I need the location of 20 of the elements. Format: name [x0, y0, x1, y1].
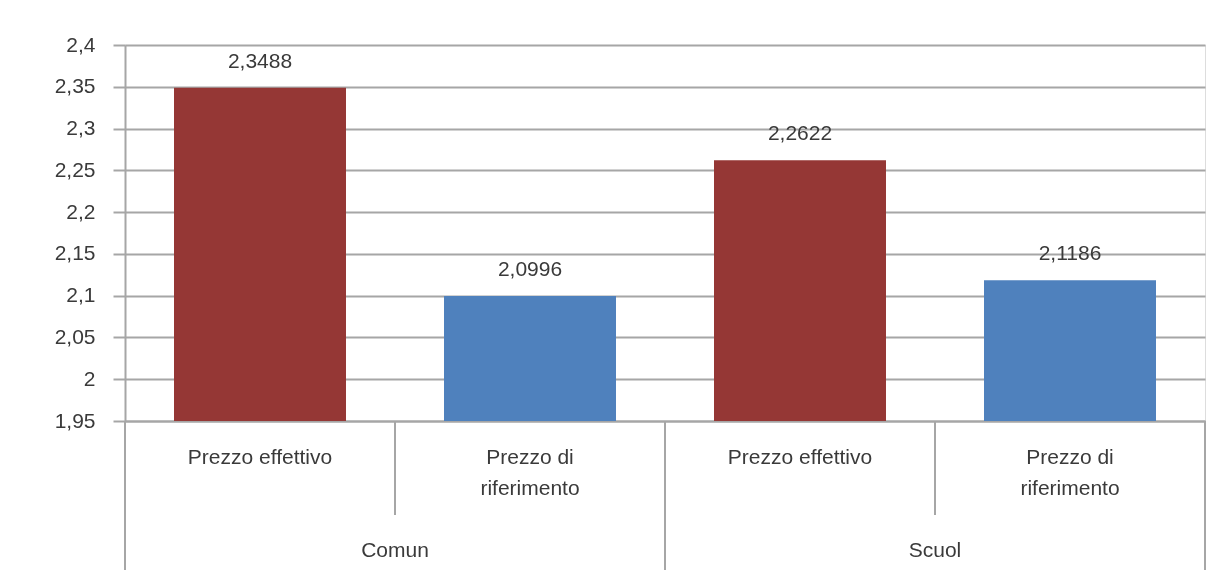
x-tick-label: Prezzo di riferimento — [480, 445, 580, 499]
y-tick-label: 2,25 — [54, 157, 96, 181]
data-label: 2,2622 — [767, 121, 833, 145]
y-tick-label: 2,2 — [66, 199, 96, 223]
x-tick-label: Prezzo di riferimento — [1020, 445, 1120, 499]
y-tick-label: 2,05 — [54, 324, 96, 348]
data-label: 2,1186 — [1038, 241, 1102, 265]
x-tick-label: Prezzo effettivo — [187, 445, 333, 468]
y-tick-label: 2,15 — [54, 241, 96, 265]
y-tick-label: 2,3 — [66, 116, 96, 140]
y-tick-label: 2,1 — [66, 283, 96, 307]
y-tick-label: 2 — [83, 366, 96, 390]
data-label: 2,3488 — [227, 48, 293, 72]
y-tick-label: 2,4 — [66, 32, 96, 56]
x-tick-label: Prezzo effettivo — [727, 445, 873, 468]
y-tick-label: 1,95 — [54, 408, 96, 432]
y-tick-label: 2,35 — [54, 74, 96, 98]
text: Comun — [361, 538, 429, 561]
text: Scuol — [908, 538, 962, 561]
data-label: 2,0996 — [497, 257, 563, 280]
